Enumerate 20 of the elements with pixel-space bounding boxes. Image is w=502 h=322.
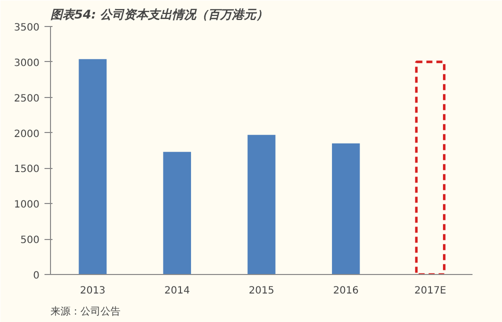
bar bbox=[332, 143, 360, 274]
bar bbox=[415, 60, 446, 274]
source-note: 来源：公司公告 bbox=[50, 306, 120, 318]
bar bbox=[163, 152, 192, 274]
x-tick-label: 2015 bbox=[248, 286, 274, 296]
x-tick-label: 2016 bbox=[333, 286, 359, 296]
y-tick-label: 1500 bbox=[14, 164, 40, 176]
x-tick-label: 2014 bbox=[164, 286, 190, 296]
y-tick-label: 2000 bbox=[14, 128, 40, 140]
y-tick-label: 500 bbox=[20, 235, 40, 246]
y-tick-label: 0 bbox=[33, 270, 40, 282]
y-tick-label: 1000 bbox=[14, 200, 40, 211]
y-tick-label: 3000 bbox=[14, 58, 40, 69]
bar bbox=[248, 134, 276, 274]
chart-title: 图表54: 公司资本支出情况（百万港元） bbox=[50, 8, 268, 22]
y-tick-label: 2500 bbox=[14, 93, 40, 104]
y-tick-label: 3500 bbox=[14, 22, 40, 34]
bar bbox=[78, 59, 107, 274]
x-tick-label: 2013 bbox=[80, 286, 106, 296]
x-tick-label: 2017E bbox=[414, 286, 446, 296]
